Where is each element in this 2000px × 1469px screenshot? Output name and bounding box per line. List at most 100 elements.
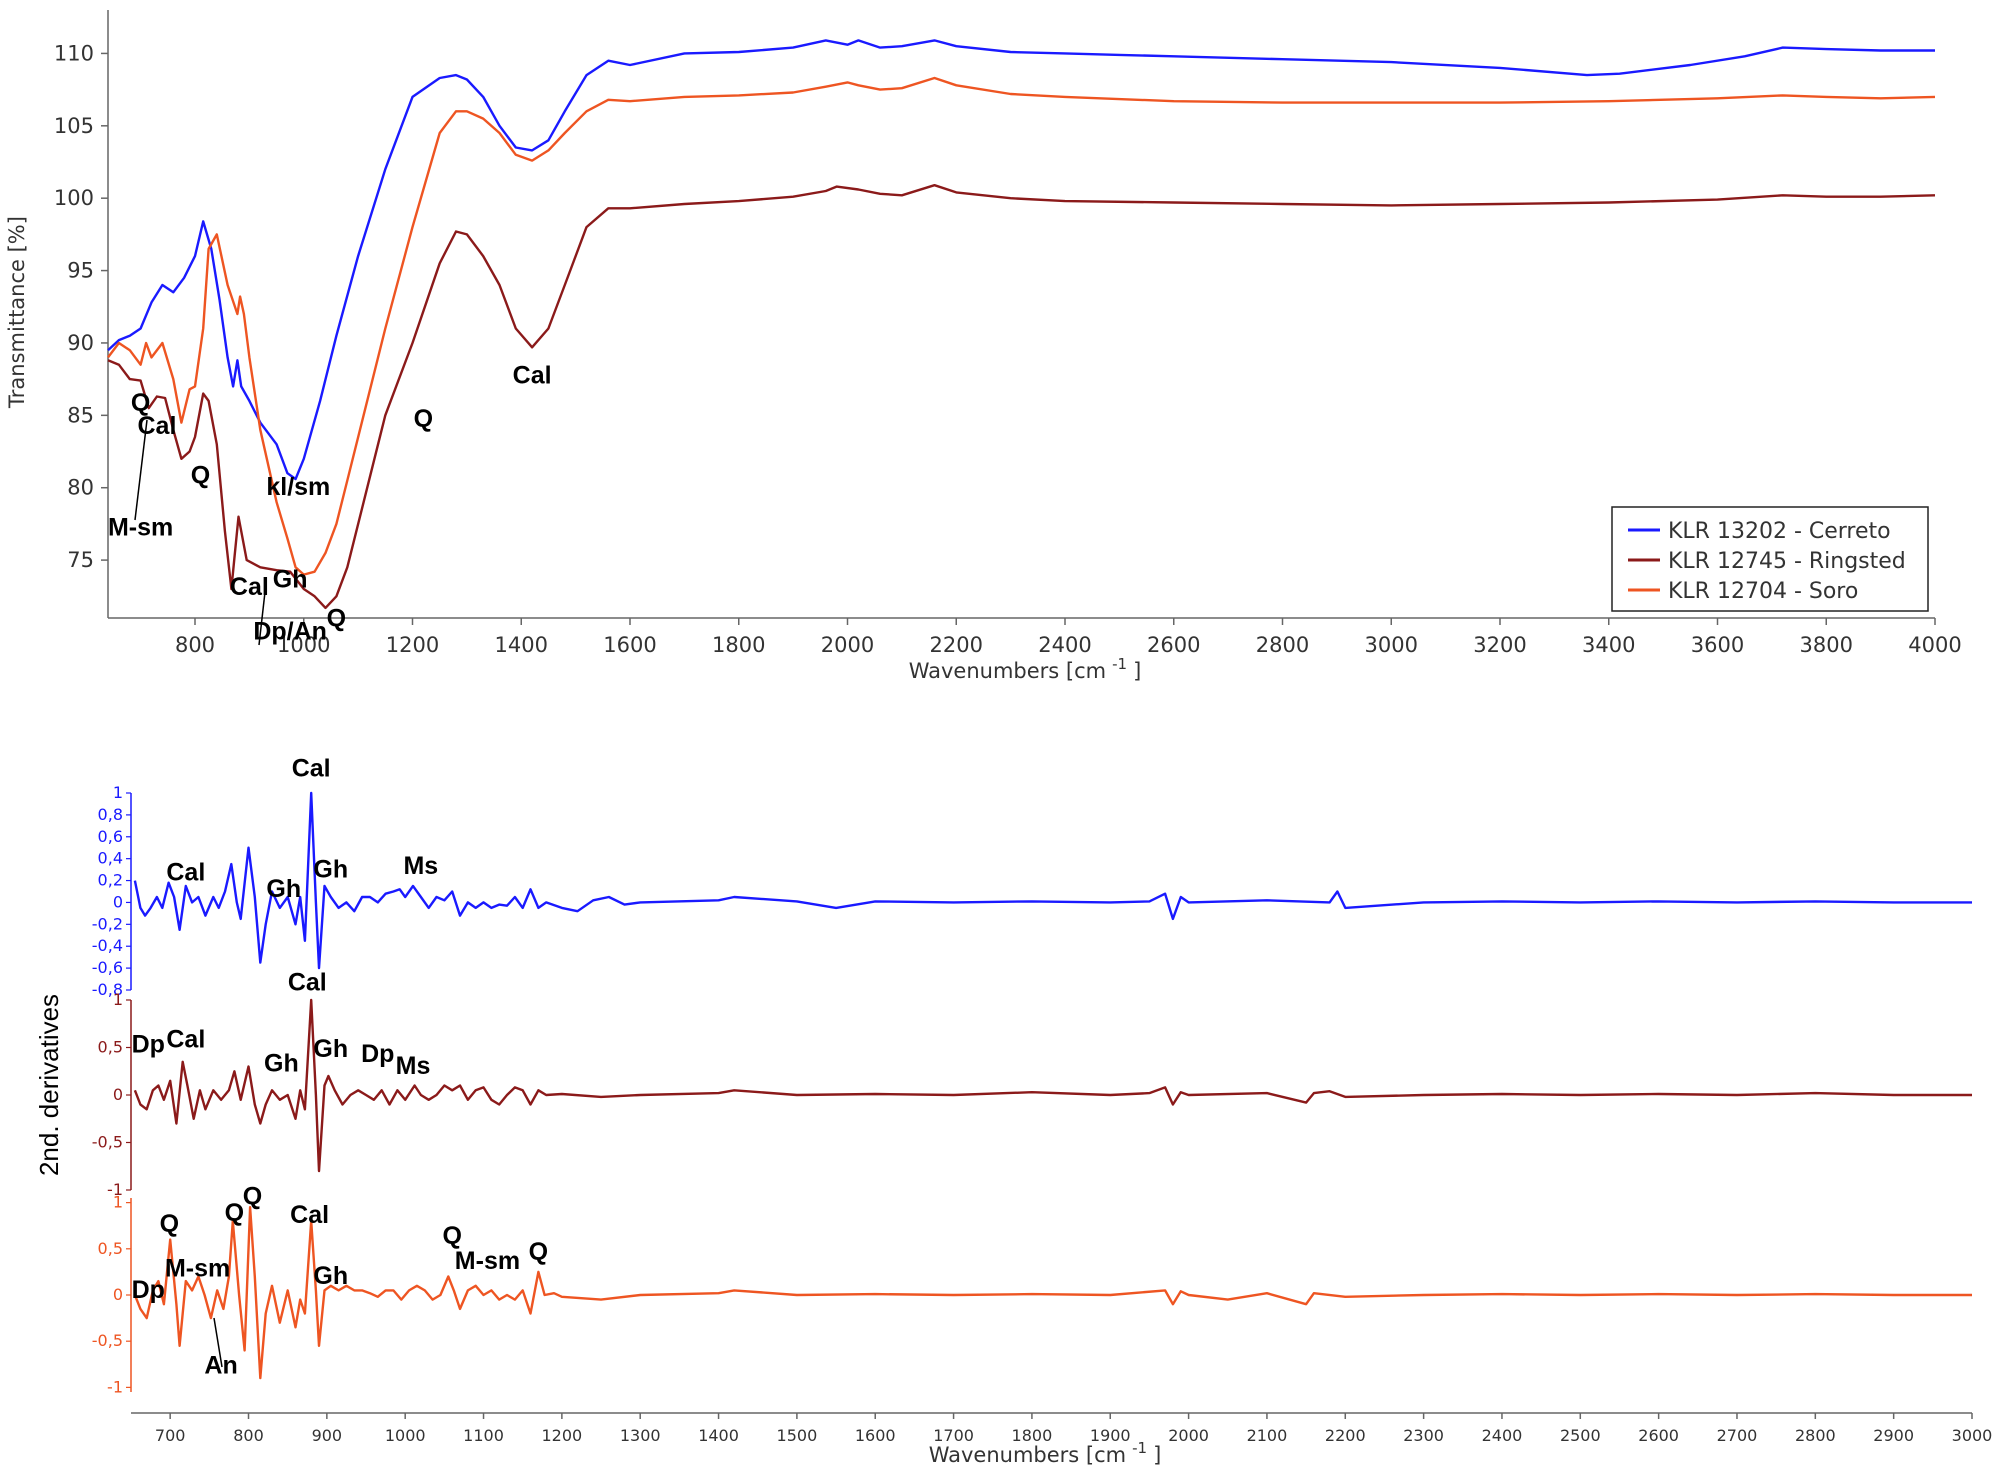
top-y-tick-label: 90 — [67, 331, 94, 355]
bottom-x-tick-label: 1900 — [1090, 1426, 1131, 1445]
bottom-x-tick-label: 1000 — [385, 1426, 426, 1445]
top-annotation: Cal — [513, 361, 552, 389]
top-series-lines — [107, 39, 1936, 610]
bottom-x-tick-label: 1800 — [1012, 1426, 1053, 1445]
bottom-x-tick-label: 2500 — [1560, 1426, 1601, 1445]
top-x-tick-label: 2000 — [821, 633, 874, 657]
bottom-x-tick-label: 2000 — [1168, 1426, 1209, 1445]
bottom-y-tick-label: 0 — [113, 1085, 123, 1104]
bottom-annotation: Ms — [403, 852, 438, 880]
top-annotation: Cal — [137, 412, 176, 440]
top-y-tick-label: 80 — [67, 476, 94, 500]
top-annotation: Dp/An — [253, 618, 327, 646]
top-x-tick-label: 2600 — [1147, 633, 1200, 657]
bottom-chart: 700 800 900 1000 1100 1200 1300 1400 1500 1600 170… — [34, 755, 1992, 1467]
top-x-tick-label: 4000 — [1908, 633, 1961, 657]
top-annotation: Q — [327, 605, 346, 633]
top-y-tick-label: 85 — [67, 403, 94, 427]
bottom-x-tick-label: 800 — [233, 1426, 264, 1445]
top-y-tick-label: 105 — [54, 114, 94, 138]
bottom-annotation: Gh — [313, 855, 348, 883]
bottom-x-tick-label: 900 — [312, 1426, 343, 1445]
bottom-x-tick-label: 1400 — [698, 1426, 739, 1445]
bottom-annotation: Gh — [313, 1035, 348, 1063]
legend-label-cerreto: KLR 13202 - Cerreto — [1668, 519, 1891, 544]
bottom-y-tick-label: 0,4 — [98, 849, 123, 868]
bottom-y-tick-label: 0,6 — [98, 827, 123, 846]
bottom-x-tick-label: 2700 — [1717, 1426, 1758, 1445]
bottom-x-axis-label: Wavenumbers [cm -1] — [929, 1439, 1162, 1467]
bottom-annotation: Q — [243, 1182, 262, 1210]
top-y-tick-label: 110 — [54, 41, 94, 65]
top-ticks: 800 1000 1200 1400 1600 1800 2000 2200 2400 2600 2… — [54, 10, 1962, 657]
bottom-annotation: Q — [442, 1222, 461, 1250]
top-annotation: M-sm — [108, 513, 173, 541]
bottom-annotation: Dp — [132, 1276, 165, 1304]
top-series-line-0 — [107, 39, 1935, 481]
legend-label-soro: KLR 12704 - Soro — [1668, 579, 1858, 604]
top-x-tick-label: 3400 — [1582, 633, 1635, 657]
top-annotation: Gh — [273, 566, 308, 594]
bottom-annotation: Dp — [361, 1040, 394, 1068]
bottom-y-tick-label: -0,6 — [92, 958, 123, 977]
bottom-y-tick-label: -0,5 — [92, 1133, 123, 1152]
top-series-line-1 — [107, 184, 1936, 610]
bottom-y-tick-label: 0 — [113, 892, 123, 911]
leader-line-an — [213, 1317, 223, 1368]
bottom-y-tick-label: -1 — [107, 1377, 123, 1396]
top-x-tick-label: 2200 — [930, 633, 983, 657]
bottom-y-tick-label: 0,8 — [98, 805, 123, 824]
bottom-y-tick-label: 0,5 — [98, 1239, 123, 1258]
bottom-y-tick-label: -0,2 — [92, 914, 123, 933]
top-series-line-2 — [107, 76, 1936, 576]
top-x-tick-label: 1600 — [603, 633, 656, 657]
bottom-x-tick-label: 2100 — [1247, 1426, 1288, 1445]
top-x-tick-label: 3600 — [1691, 633, 1744, 657]
leader-line-dp-an — [258, 591, 266, 646]
bottom-annotation: Gh — [266, 875, 301, 903]
bottom-annotation: Gh — [264, 1049, 299, 1077]
bottom-annotation: M-sm — [455, 1247, 520, 1275]
bottom-annotation: Q — [225, 1199, 244, 1227]
legend-box — [1611, 506, 1929, 612]
bottom-annotation: M-sm — [165, 1255, 230, 1283]
bottom-x-tick-label: 2900 — [1873, 1426, 1914, 1445]
top-x-tick-label: 2400 — [1038, 633, 1091, 657]
bottom-y-tick-label: 0,2 — [98, 871, 123, 890]
bottom-annotation: Cal — [288, 969, 327, 997]
bottom-y-tick-label: -0,5 — [92, 1331, 123, 1350]
bottom-annotation: Ms — [396, 1052, 431, 1080]
bottom-annotation: Cal — [166, 1026, 205, 1054]
bottom-y-tick-label: 1 — [113, 1193, 123, 1212]
bottom-x-tick-label: 3000 — [1952, 1426, 1993, 1445]
top-annotation: Q — [414, 405, 433, 433]
bottom-y-tick-label: -0,4 — [92, 936, 123, 955]
top-annotation: Q — [191, 461, 210, 489]
top-annotation: Cal — [230, 573, 269, 601]
top-annotation: Q — [131, 389, 150, 417]
bottom-y-tick-label: -0,8 — [92, 980, 123, 999]
top-x-tick-label: 3200 — [1473, 633, 1526, 657]
bottom-x-tick-label: 1600 — [855, 1426, 896, 1445]
top-x-tick-label: 1400 — [495, 633, 548, 657]
bottom-ticks: 700 800 900 1000 1100 1200 1300 1400 1500 1600 170… — [92, 783, 1993, 1445]
bottom-series-lines — [133, 791, 1972, 1380]
bottom-x-tick-label: 2600 — [1638, 1426, 1679, 1445]
bottom-y-tick-label: 0,5 — [98, 1038, 123, 1057]
top-y-tick-label: 100 — [54, 186, 94, 210]
bottom-y-tick-label: -1 — [107, 1180, 123, 1199]
top-y-axis-label: Transmittance [%] — [5, 216, 29, 409]
bottom-x-tick-label: 1300 — [620, 1426, 661, 1445]
bottom-x-tick-label: 2200 — [1325, 1426, 1366, 1445]
top-x-tick-label: 1800 — [712, 633, 765, 657]
bottom-x-tick-label: 1500 — [777, 1426, 818, 1445]
bottom-annotation: Cal — [290, 1201, 329, 1229]
bottom-x-tick-label: 1100 — [463, 1426, 504, 1445]
top-x-tick-label: 1000 — [277, 633, 330, 657]
bottom-x-tick-label: 2300 — [1403, 1426, 1444, 1445]
bottom-series-line-0 — [133, 791, 1972, 970]
bottom-annotation: Gh — [313, 1262, 348, 1290]
bottom-annotation: Cal — [166, 859, 205, 887]
